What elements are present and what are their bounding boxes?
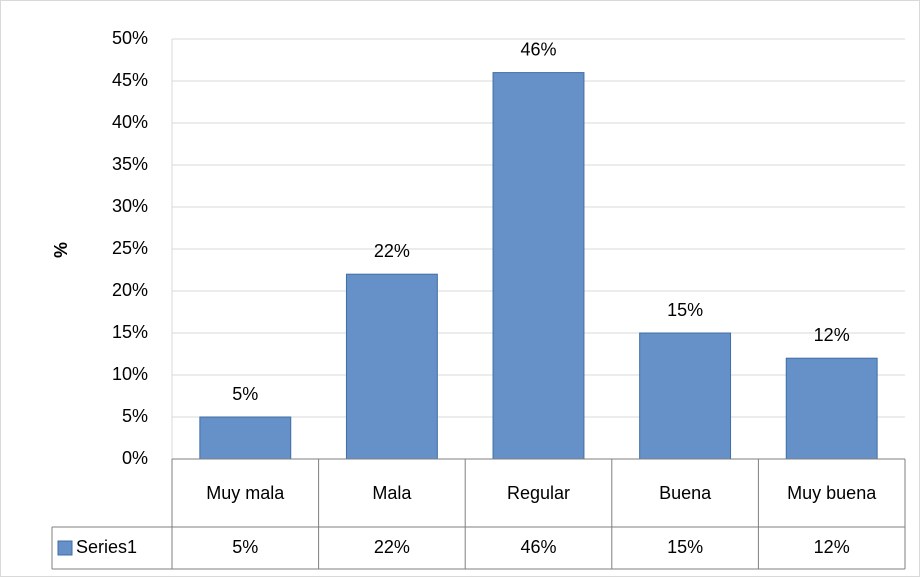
x-tick-label: Buena bbox=[659, 483, 712, 503]
category-cell: Muy buena bbox=[787, 483, 877, 503]
data-label: 46% bbox=[520, 39, 556, 59]
y-tick-label: 35% bbox=[112, 154, 148, 174]
x-tick-label: Regular bbox=[506, 483, 570, 503]
y-tick-label: 15% bbox=[112, 322, 148, 342]
data-label: 12% bbox=[814, 325, 850, 345]
y-tick-label: 20% bbox=[112, 280, 148, 300]
data-label: 22% bbox=[374, 241, 410, 261]
x-tick-label: Muy mala bbox=[206, 483, 285, 503]
legend-label: Series1 bbox=[76, 537, 137, 557]
bar bbox=[345, 273, 438, 460]
data-label: 5% bbox=[232, 384, 258, 404]
table-value: 15% bbox=[667, 537, 703, 557]
table-value: 22% bbox=[374, 537, 410, 557]
y-tick-label: 50% bbox=[112, 28, 148, 48]
y-tick-label: 5% bbox=[122, 406, 148, 426]
table-value: 12% bbox=[814, 537, 850, 557]
category-cell: Muy mala bbox=[206, 483, 285, 503]
category-cell: Buena bbox=[659, 483, 712, 503]
y-tick-label: 25% bbox=[112, 238, 148, 258]
bar bbox=[492, 72, 585, 460]
table-value: 46% bbox=[520, 537, 556, 557]
y-tick-label: 45% bbox=[112, 70, 148, 90]
y-axis-label: % bbox=[51, 242, 71, 258]
legend-key bbox=[57, 540, 73, 556]
table-value: 5% bbox=[232, 537, 258, 557]
y-tick-label: 0% bbox=[122, 448, 148, 468]
bar bbox=[199, 416, 292, 460]
x-tick-label: Muy buena bbox=[787, 483, 877, 503]
bar bbox=[785, 357, 878, 460]
category-cell: Mala bbox=[372, 483, 412, 503]
data-label: 15% bbox=[667, 300, 703, 320]
y-tick-label: 40% bbox=[112, 112, 148, 132]
x-tick-label: Mala bbox=[372, 483, 412, 503]
category-cell: Regular bbox=[506, 483, 570, 503]
y-tick-label: 10% bbox=[112, 364, 148, 384]
y-tick-label: 30% bbox=[112, 196, 148, 216]
bar bbox=[639, 332, 732, 460]
